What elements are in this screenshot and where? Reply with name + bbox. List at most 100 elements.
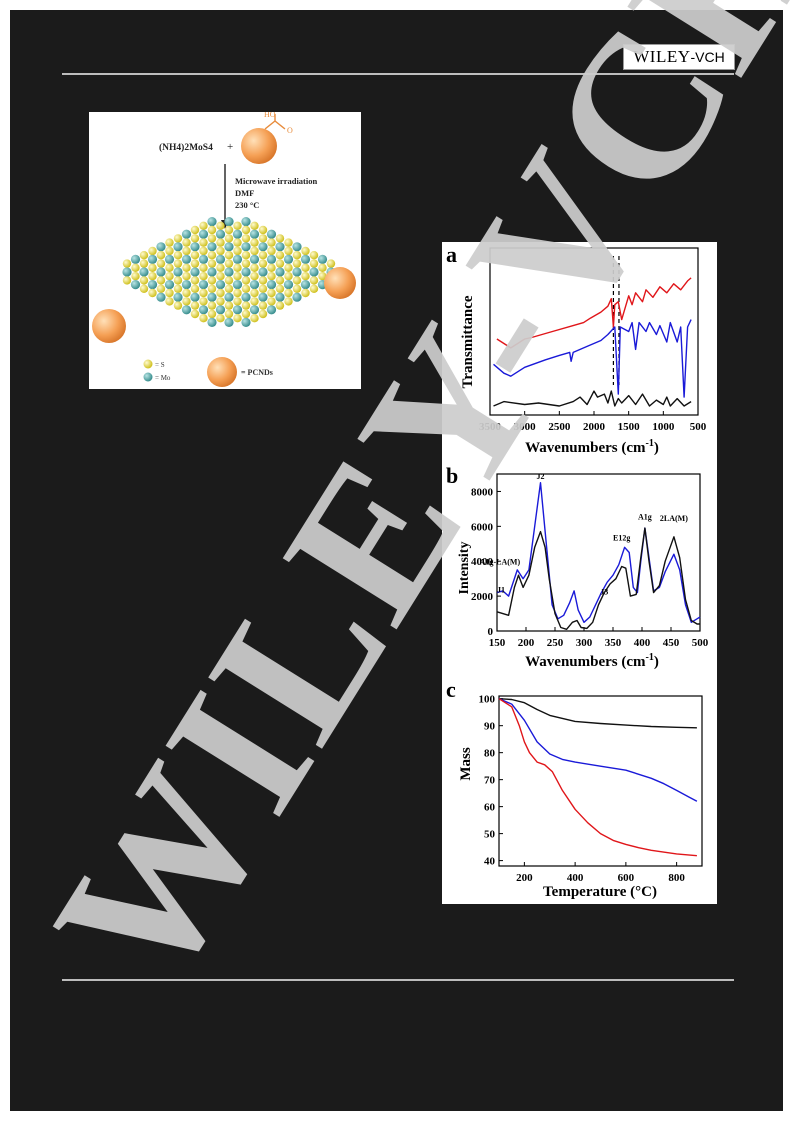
- s-atom: [216, 246, 225, 256]
- s-atom: [284, 238, 293, 247]
- s-atom: [292, 276, 302, 285]
- s-atom: [199, 263, 208, 272]
- mo-atom: [224, 317, 234, 327]
- s-atom: [258, 309, 268, 319]
- mo-atom: [241, 267, 251, 277]
- x-tick-label: 300: [576, 637, 593, 649]
- mo-atom: [215, 229, 226, 239]
- y-tick-label: 40: [484, 856, 496, 868]
- s-atom: [275, 284, 285, 293]
- mo-atom: [181, 229, 192, 239]
- mo-atom: [232, 305, 243, 315]
- mo-atom: [249, 229, 260, 239]
- s-atom: [241, 301, 251, 310]
- logo-wiley: WILEY: [633, 47, 691, 66]
- x-tick-label: 3000: [514, 421, 537, 433]
- s-atom: [199, 246, 208, 256]
- s-atom: [122, 259, 132, 268]
- series-line-black: [496, 527, 700, 630]
- s-atom: [309, 259, 319, 268]
- s-atom: [199, 221, 208, 230]
- s-atom: [224, 301, 234, 310]
- chart-b: 150 200 250 300 350 400 450 500 0 2000 4000 6000 800…: [471, 472, 709, 649]
- x-tick-label: 3500: [479, 421, 502, 433]
- mos2-lattice: [122, 217, 336, 327]
- s-atom: [301, 272, 310, 281]
- s-atom: [292, 259, 302, 268]
- s-atom: [267, 288, 276, 298]
- mo-atom: [292, 267, 302, 277]
- y-tick-label: 2000: [471, 591, 494, 603]
- condition-2: DMF: [235, 188, 254, 198]
- mo-atom: [249, 280, 260, 290]
- mo-atom: [215, 280, 226, 290]
- s-atom: [173, 284, 183, 293]
- s-atom: [250, 272, 259, 281]
- s-atom: [267, 272, 276, 281]
- footer-rule: [62, 979, 734, 981]
- mo-atom: [249, 254, 260, 264]
- s-atom: [275, 301, 285, 310]
- s-atom: [173, 276, 183, 285]
- s-atom: [148, 263, 157, 272]
- panel-c-ylabel: Mass: [458, 747, 474, 780]
- mo-atom: [215, 254, 226, 264]
- mo-atom: [190, 292, 200, 302]
- mo-atom: [249, 305, 260, 315]
- s-atom: [148, 288, 157, 298]
- y-tick-label: 100: [479, 694, 496, 706]
- mo-atom: [258, 242, 268, 252]
- s-atom: [190, 234, 200, 243]
- x-tick-label: 2500: [548, 421, 571, 433]
- mo-atom: [173, 292, 183, 302]
- s-atom: [233, 263, 242, 272]
- mo-atom: [156, 292, 166, 302]
- panel-a-xlabel: Wavenumbers (cm-1): [525, 438, 659, 456]
- s-atom: [233, 288, 242, 298]
- s-atom: [301, 263, 310, 272]
- s-atom: [241, 225, 251, 235]
- mo-atom: [173, 242, 183, 252]
- s-atom: [216, 238, 225, 247]
- s-atom: [258, 251, 268, 260]
- s-atom: [216, 288, 225, 298]
- x-tick-label: 200: [518, 637, 535, 649]
- s-atom: [207, 251, 217, 260]
- peak-annotation: A1g-LA(M): [480, 558, 521, 567]
- s-atom: [267, 263, 276, 272]
- x-tick-label: 800: [668, 872, 685, 884]
- s-atom: [156, 284, 166, 293]
- s-atom: [284, 272, 293, 281]
- mo-atom: [224, 267, 234, 277]
- carboxyl-group-icon: [264, 114, 286, 130]
- s-atom: [250, 263, 259, 272]
- s-atom: [139, 276, 149, 285]
- s-atom: [241, 259, 251, 268]
- peak-annotation: E12g: [613, 533, 630, 542]
- s-atom: [216, 263, 225, 272]
- plot-frame: [489, 247, 699, 416]
- spectra-figure: a b c Transmittance Intensity Mass Waven…: [442, 242, 717, 904]
- mo-atom: [241, 292, 251, 302]
- s-atom: [233, 272, 242, 281]
- mo-atom: [266, 254, 277, 264]
- pcnd-particle-left: [92, 309, 126, 343]
- s-atom: [190, 301, 200, 310]
- s-atom: [173, 259, 183, 268]
- s-atom: [224, 309, 234, 319]
- s-atom: [250, 297, 259, 306]
- mo-atom: [130, 280, 141, 290]
- s-atom: [165, 272, 174, 281]
- s-atom: [199, 288, 208, 298]
- s-atom: [267, 297, 276, 306]
- s-atom: [250, 288, 259, 298]
- mo-atom: [292, 292, 302, 302]
- s-atom: [292, 251, 302, 260]
- mo-atom: [275, 267, 285, 277]
- s-atom: [233, 238, 242, 247]
- pcnd-particle-right: [324, 267, 356, 299]
- s-atom: [148, 272, 157, 281]
- mo-atom: [241, 242, 251, 252]
- mo-atom: [207, 217, 217, 227]
